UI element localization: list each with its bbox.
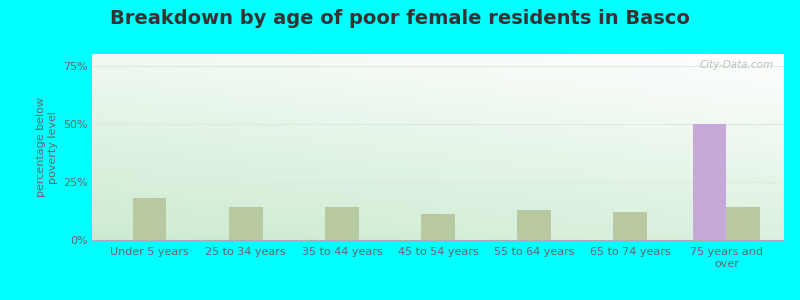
Bar <box>518 210 551 240</box>
Bar <box>325 208 358 240</box>
Y-axis label: percentage below
poverty level: percentage below poverty level <box>36 97 58 197</box>
Text: City-Data.com: City-Data.com <box>699 60 774 70</box>
Bar <box>421 214 455 240</box>
Bar <box>133 198 166 240</box>
Bar <box>229 208 262 240</box>
Text: Breakdown by age of poor female residents in Basco: Breakdown by age of poor female resident… <box>110 9 690 28</box>
Bar <box>726 208 760 240</box>
Bar <box>614 212 647 240</box>
Bar <box>693 124 726 240</box>
